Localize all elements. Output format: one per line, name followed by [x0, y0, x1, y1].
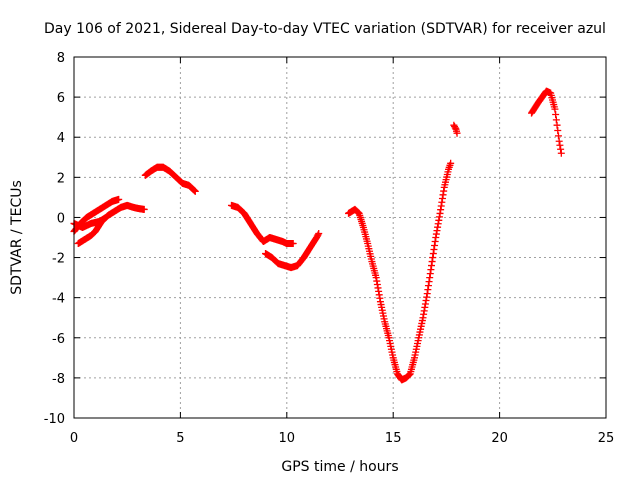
- axis-ticks: 0 5 10 15 20 25 -10 -8 -6 -4 -2 0 2 4 6 8: [44, 51, 615, 446]
- x-tick-label: 25: [598, 431, 615, 446]
- x-tick-label: 20: [491, 431, 508, 446]
- chart-title: Day 106 of 2021, Sidereal Day-to-day VTE…: [44, 21, 606, 37]
- data-point: [140, 205, 148, 213]
- data-points: [70, 87, 565, 384]
- y-tick-label: 6: [57, 91, 65, 106]
- data-point: [447, 159, 455, 167]
- data-point: [453, 129, 461, 137]
- grid-lines: [74, 57, 606, 418]
- x-tick-label: 5: [176, 431, 184, 446]
- data-point: [557, 149, 565, 157]
- x-axis-label: GPS time / hours: [281, 459, 398, 475]
- y-axis-label: SDTVAR / TECUs: [9, 180, 25, 295]
- data-point: [553, 121, 561, 129]
- data-point: [556, 141, 564, 149]
- y-tick-label: 0: [57, 211, 65, 226]
- y-tick-label: 2: [57, 171, 65, 186]
- data-point: [191, 187, 199, 195]
- x-tick-label: 15: [385, 431, 402, 446]
- data-point: [552, 116, 560, 124]
- x-tick-label: 0: [70, 431, 78, 446]
- data-point: [554, 127, 562, 135]
- data-point: [289, 240, 297, 248]
- data-point: [551, 105, 559, 113]
- data-point: [451, 124, 459, 132]
- y-tick-label: -10: [44, 412, 65, 427]
- y-tick-label: -6: [52, 332, 65, 347]
- y-tick-label: 8: [57, 51, 65, 66]
- plot-frame: [73, 56, 607, 419]
- x-tick-label: 10: [279, 431, 296, 446]
- data-point: [552, 110, 560, 118]
- data-point: [115, 195, 123, 203]
- y-tick-label: -8: [52, 372, 65, 387]
- y-tick-label: -2: [52, 252, 65, 267]
- y-tick-label: 4: [57, 131, 65, 146]
- data-point: [554, 132, 562, 140]
- data-point: [557, 145, 565, 153]
- data-point: [315, 229, 323, 237]
- y-tick-label: -4: [52, 292, 65, 307]
- data-point: [555, 137, 563, 145]
- data-point: [314, 231, 322, 239]
